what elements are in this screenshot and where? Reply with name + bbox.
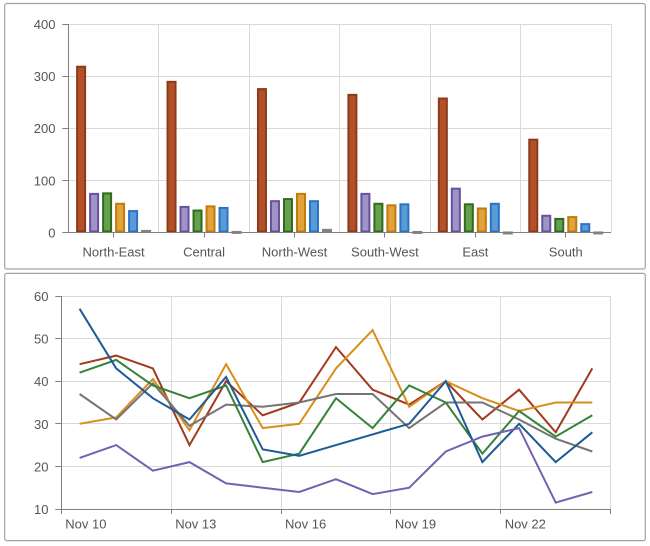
svg-text:Nov 16: Nov 16 (285, 517, 326, 532)
svg-text:60: 60 (34, 289, 48, 304)
svg-text:Central: Central (183, 245, 225, 260)
svg-text:Nov 10: Nov 10 (65, 517, 106, 532)
svg-text:South-West: South-West (351, 245, 419, 260)
svg-text:100: 100 (34, 173, 56, 188)
svg-text:10: 10 (34, 502, 48, 517)
svg-text:North-West: North-West (262, 245, 328, 260)
svg-text:North-East: North-East (83, 245, 146, 260)
svg-text:40: 40 (34, 374, 48, 389)
svg-text:400: 400 (34, 17, 56, 32)
svg-text:50: 50 (34, 332, 48, 347)
svg-text:200: 200 (34, 121, 56, 136)
svg-text:Nov 19: Nov 19 (395, 517, 436, 532)
svg-text:30: 30 (34, 417, 48, 432)
svg-text:20: 20 (34, 459, 48, 474)
svg-text:East: East (462, 245, 488, 260)
svg-text:Nov 22: Nov 22 (505, 517, 546, 532)
svg-text:300: 300 (34, 69, 56, 84)
svg-text:Nov 13: Nov 13 (175, 517, 216, 532)
svg-text:0: 0 (48, 226, 55, 241)
svg-text:South: South (549, 245, 583, 260)
